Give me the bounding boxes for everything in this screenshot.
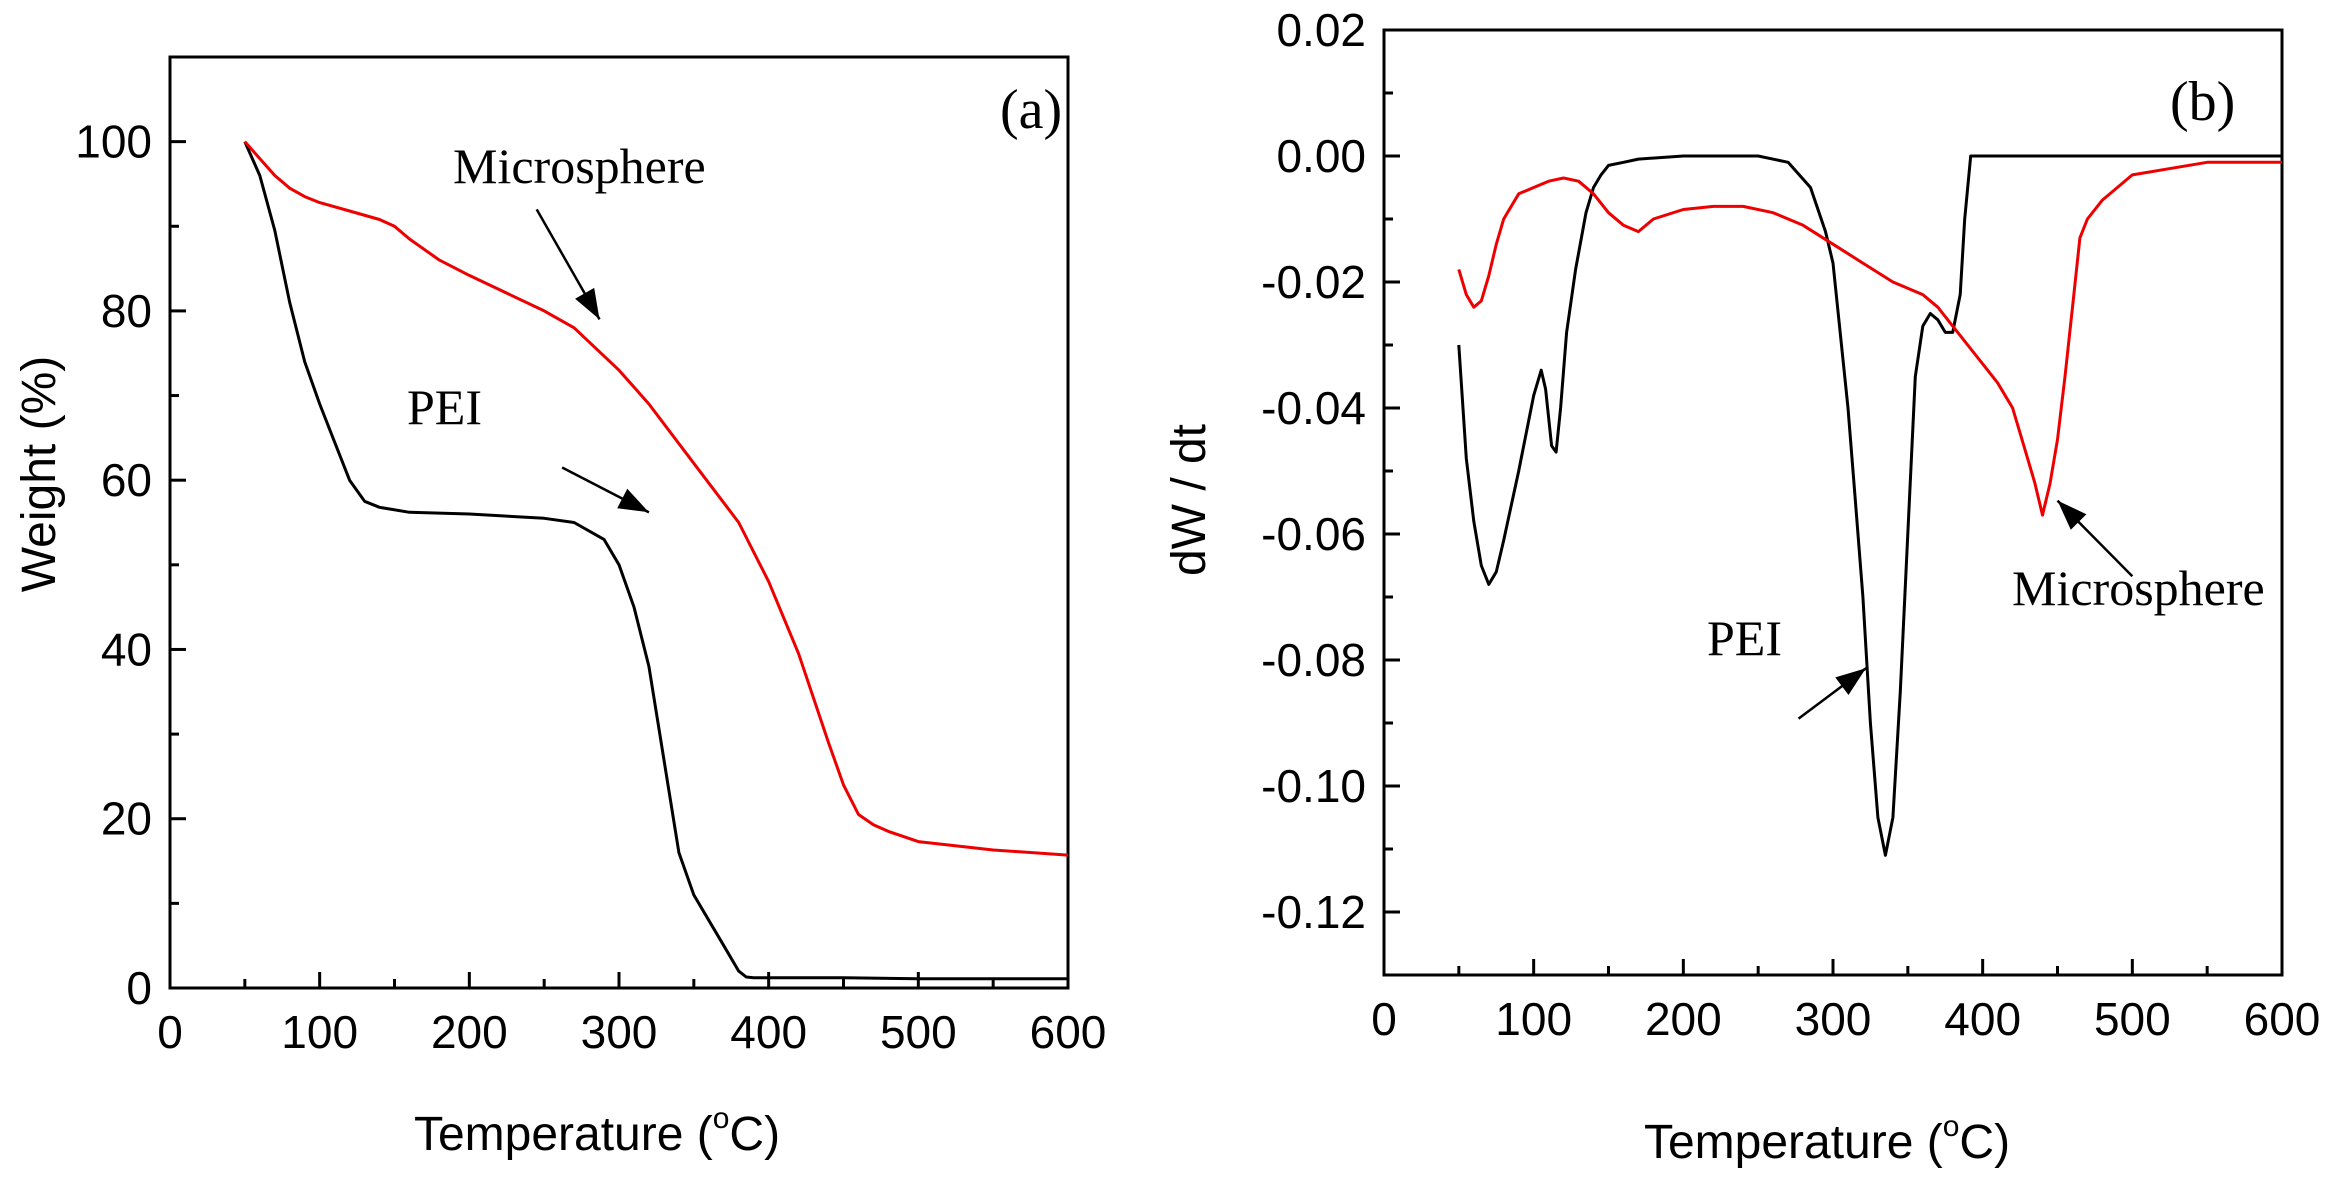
panel-b-ytick-label: -0.02 <box>1261 256 1366 308</box>
panel-b-xtick-label: 400 <box>1944 993 2021 1045</box>
panel-b-ytick-label: 0.02 <box>1276 4 1366 56</box>
panel-a-pei-annotation: PEI <box>407 379 482 435</box>
panel-a-xtick-label: 100 <box>281 1006 358 1058</box>
panel-a-microsphere-label-arrow-head <box>575 287 600 320</box>
panel-a-xlabel: Temperature (oC) <box>414 1102 780 1161</box>
panel-b-ylabel: dW / dt <box>1163 424 1216 576</box>
panel-a-pei-label-arrow-head <box>617 488 649 513</box>
panel-b-ytick-label: -0.10 <box>1261 760 1366 812</box>
panel-b-microsphere-curve <box>1457 160 2282 517</box>
panel-b-ytick-label: -0.06 <box>1261 508 1366 560</box>
panel-a-xtick-label: 300 <box>581 1006 658 1058</box>
panel-b-ytick-label: -0.08 <box>1261 634 1366 686</box>
panel-a-xtick-label: 500 <box>880 1006 957 1058</box>
panel-b-derivative-chart: dW / dt Temperature (oC) (b) PEI Microsp… <box>1163 4 2320 1169</box>
panel-b-xtick-label: 100 <box>1495 993 1572 1045</box>
panel-a-ytick-label: 40 <box>101 623 152 675</box>
panel-b-tag: (b) <box>2170 71 2235 133</box>
panel-b-ytick-label: -0.12 <box>1261 886 1366 938</box>
panel-a-ytick-label: 100 <box>75 116 152 168</box>
panel-a-ytick-label: 0 <box>126 962 152 1014</box>
panel-a-microsphere-annotation: Microsphere <box>453 138 706 194</box>
panel-b-xtick-label: 300 <box>1795 993 1872 1045</box>
panel-b-microsphere-annotation: Microsphere <box>2012 560 2265 616</box>
panel-a-ytick-label: 20 <box>101 793 152 845</box>
panel-a-microsphere-curve <box>243 140 1069 857</box>
panel-a-pei-curve <box>243 140 1068 981</box>
panel-a-xtick-label: 0 <box>157 1006 183 1058</box>
panel-b-xtick-label: 200 <box>1645 993 1722 1045</box>
panel-b-pei-curve <box>1457 154 2282 857</box>
panel-b-pei-annotation: PEI <box>1707 610 1782 666</box>
panel-b-xlabel: Temperature (oC) <box>1644 1110 2010 1169</box>
panel-b-xtick-label: 500 <box>2094 993 2171 1045</box>
panel-a-ytick-label: 60 <box>101 454 152 506</box>
panel-a-weight-chart: Weight (%) Temperature (oC) (a) Microsph… <box>13 55 1107 1161</box>
panel-a-ylabel: Weight (%) <box>13 356 66 593</box>
panel-a-xtick-label: 400 <box>730 1006 807 1058</box>
panel-a-ytick-label: 80 <box>101 285 152 337</box>
panel-a-xtick-label: 600 <box>1030 1006 1107 1058</box>
panel-a-tag: (a) <box>1000 79 1062 141</box>
panel-a-xtick-label: 200 <box>431 1006 508 1058</box>
panel-b-xtick-label: 0 <box>1371 993 1397 1045</box>
panel-b-xtick-label: 600 <box>2244 993 2321 1045</box>
panel-b-microsphere-label-arrow-head <box>2057 500 2087 530</box>
panel-b-pei-label-arrow-head <box>1835 668 1866 695</box>
panel-b-ytick-label: 0.00 <box>1276 130 1366 182</box>
panel-b-ytick-label: -0.04 <box>1261 382 1366 434</box>
